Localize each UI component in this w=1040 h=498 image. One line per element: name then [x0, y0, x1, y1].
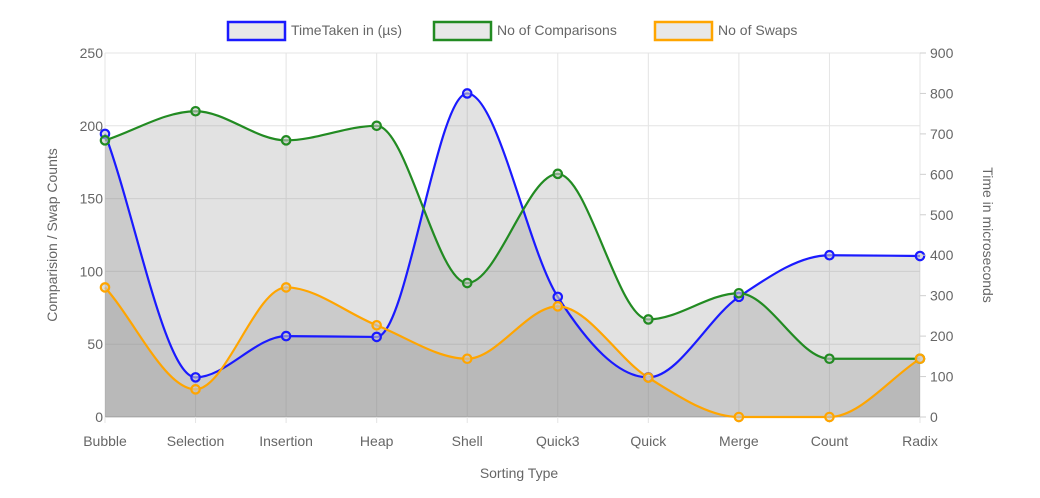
data-point	[190, 105, 201, 117]
x-tick-label: Bubble	[83, 433, 127, 449]
axes: 0 50 100 150 200 250 0 100 200 300 400 500 600 700 800…	[44, 45, 996, 481]
legend-label: No of Comparisons	[497, 22, 617, 38]
x-tick-label: Insertion	[259, 433, 313, 449]
data-point	[99, 135, 111, 146]
x-tick-label: Merge	[719, 433, 759, 449]
right-tick-label: 700	[930, 126, 954, 142]
data-point	[824, 411, 835, 423]
data-point	[461, 353, 473, 365]
series-line-2	[104, 110, 920, 360]
data-points	[99, 88, 926, 423]
data-point	[824, 353, 835, 365]
x-tick-label: Quick3	[536, 433, 580, 449]
legend-swatch	[653, 20, 714, 42]
data-point	[552, 168, 564, 180]
y-axis-left-title: Comparision / Swap Counts	[44, 148, 60, 322]
right-tick-label: 300	[930, 288, 954, 304]
x-tick-label: Quick	[630, 433, 667, 449]
right-tick-label: 200	[930, 328, 954, 344]
series-area-2	[105, 111, 920, 418]
data-point	[371, 319, 382, 331]
right-tick-label: 500	[930, 207, 954, 223]
data-point	[99, 282, 111, 293]
legend-swatch	[432, 20, 493, 42]
y-axis-right-title: Time in microseconds	[980, 167, 996, 303]
data-point	[824, 249, 835, 261]
data-point	[371, 120, 382, 132]
series-area-3	[105, 287, 920, 417]
right-tick-label: 100	[930, 369, 954, 385]
series-line-3	[104, 286, 921, 419]
x-tick-label: Radix	[902, 433, 938, 449]
series-area-1	[105, 93, 920, 417]
grid	[104, 52, 921, 423]
data-point	[733, 287, 745, 299]
left-tick-label: 200	[80, 118, 104, 134]
x-axis-title: Sorting Type	[480, 465, 559, 481]
data-point	[914, 353, 926, 365]
data-point	[643, 372, 654, 383]
right-tick-label: 600	[930, 166, 954, 182]
series-lines	[103, 92, 921, 419]
data-point	[733, 411, 745, 423]
data-point	[552, 301, 564, 312]
data-point	[280, 330, 292, 342]
legend: TimeTaken in (µs) No of Comparisons No of …	[226, 20, 797, 42]
data-point	[552, 291, 564, 303]
data-point	[914, 250, 926, 262]
data-point	[643, 314, 654, 325]
data-point	[280, 135, 292, 146]
data-point	[280, 282, 292, 293]
data-point	[190, 372, 201, 383]
left-tick-label: 250	[80, 45, 104, 61]
x-tick-label: Shell	[452, 433, 483, 449]
x-tick-label: Count	[811, 433, 848, 449]
data-point	[190, 384, 201, 395]
area-fills	[105, 93, 920, 418]
series-line-1	[103, 92, 921, 379]
left-tick-label: 50	[87, 336, 103, 352]
right-tick-label: 900	[930, 45, 954, 61]
x-tick-label: Selection	[167, 433, 225, 449]
left-tick-label: 0	[95, 409, 103, 425]
left-tick-label: 100	[80, 263, 104, 279]
right-tick-label: 800	[930, 85, 954, 101]
legend-swatch	[226, 20, 287, 42]
legend-label: No of Swaps	[718, 22, 797, 38]
x-tick-label: Heap	[360, 433, 394, 449]
data-point	[461, 88, 473, 99]
left-tick-label: 150	[80, 191, 104, 207]
right-tick-label: 400	[930, 247, 954, 263]
data-point	[461, 277, 473, 289]
legend-label: TimeTaken in (µs)	[291, 22, 402, 38]
data-point	[371, 331, 382, 343]
right-tick-label: 0	[930, 409, 938, 425]
